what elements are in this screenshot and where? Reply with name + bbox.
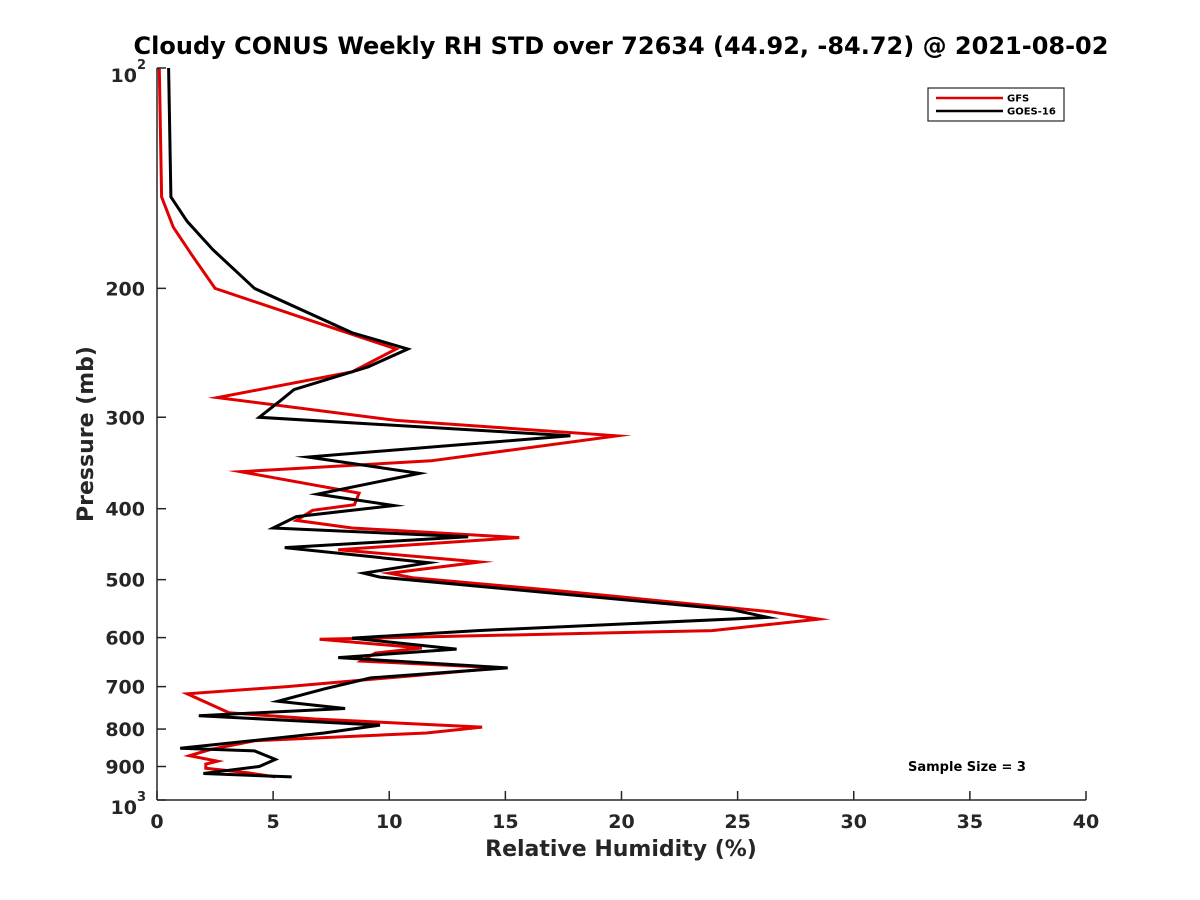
- chart-title: Cloudy CONUS Weekly RH STD over 72634 (4…: [134, 32, 1109, 60]
- legend: GFS GOES-16: [927, 87, 1065, 122]
- y-tick-exponent: 2: [137, 58, 146, 73]
- x-tick-label: 15: [492, 811, 518, 833]
- x-tick-label: 10: [376, 811, 402, 833]
- y-tick-exponent: 3: [137, 790, 146, 805]
- y-tick-label: 500: [105, 570, 145, 592]
- legend-box: [927, 87, 1065, 122]
- y-tick-label: 300: [105, 407, 145, 429]
- y-tick-label: 10: [111, 797, 137, 819]
- x-axis-label: Relative Humidity (%): [485, 837, 757, 862]
- series-line-gfs: [157, 67, 831, 779]
- y-tick-label: 10: [111, 65, 137, 87]
- legend-label-gfs: GFS: [1007, 94, 1029, 105]
- x-tick-label: 25: [724, 811, 750, 833]
- y-tick-label: 600: [105, 628, 145, 650]
- y-tick-label: 400: [105, 499, 145, 521]
- y-tick-label: 200: [105, 278, 145, 300]
- series-line-goes16: [167, 67, 780, 779]
- y-tick-label: 800: [105, 719, 145, 741]
- y-tick-label: 700: [105, 677, 145, 699]
- x-axis-ticks: 0 5 10 15 20 25 30 35 40: [150, 791, 1099, 833]
- x-tick-label: 35: [957, 811, 983, 833]
- x-tick-label: 40: [1073, 811, 1099, 833]
- sample-size-annotation: Sample Size = 3: [908, 760, 1026, 775]
- legend-label-goes16: GOES-16: [1007, 107, 1056, 118]
- x-tick-label: 30: [841, 811, 867, 833]
- plot-area: [157, 67, 831, 779]
- y-tick-label: 900: [105, 757, 145, 779]
- y-axis-label: Pressure (mb): [74, 346, 99, 522]
- x-tick-label: 5: [267, 811, 280, 833]
- x-tick-label: 0: [150, 811, 163, 833]
- x-tick-label: 20: [608, 811, 634, 833]
